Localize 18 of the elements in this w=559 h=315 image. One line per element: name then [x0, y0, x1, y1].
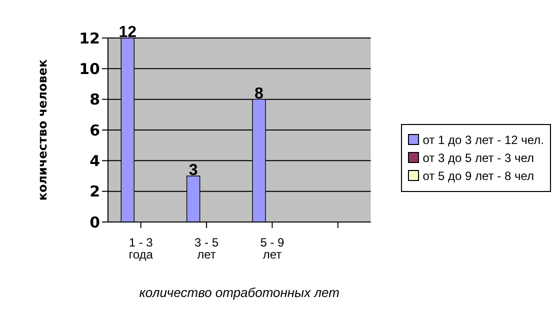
legend-label: от 3 до 5 лет - 3 чел	[422, 150, 534, 164]
data-label: 12	[118, 24, 137, 41]
y-tick-label: 10	[79, 60, 100, 78]
legend-label: от 5 до 9 лет - 8 чел	[422, 168, 534, 182]
legend-label: от 1 до 3 лет - 12 чел.	[422, 132, 544, 146]
y-tick-label: 2	[90, 182, 100, 201]
y-tick-label: 8	[90, 90, 100, 109]
y-tick-label: 0	[90, 213, 100, 232]
x-tick-label: 3 - 5 лет	[194, 236, 219, 262]
x-axis-title: количество отработонных лет	[139, 285, 340, 300]
y-axis-title: количество человек	[35, 59, 50, 201]
y-tick-label: 4	[90, 152, 100, 170]
data-label: 8	[254, 85, 264, 102]
y-tick-label: 6	[90, 121, 100, 140]
y-tick-label: 12	[79, 29, 100, 48]
x-tick-label: 1 - 3 года	[128, 236, 154, 262]
x-tick-label: 5 - 9 лет	[260, 236, 285, 262]
data-label: 3	[188, 162, 198, 179]
